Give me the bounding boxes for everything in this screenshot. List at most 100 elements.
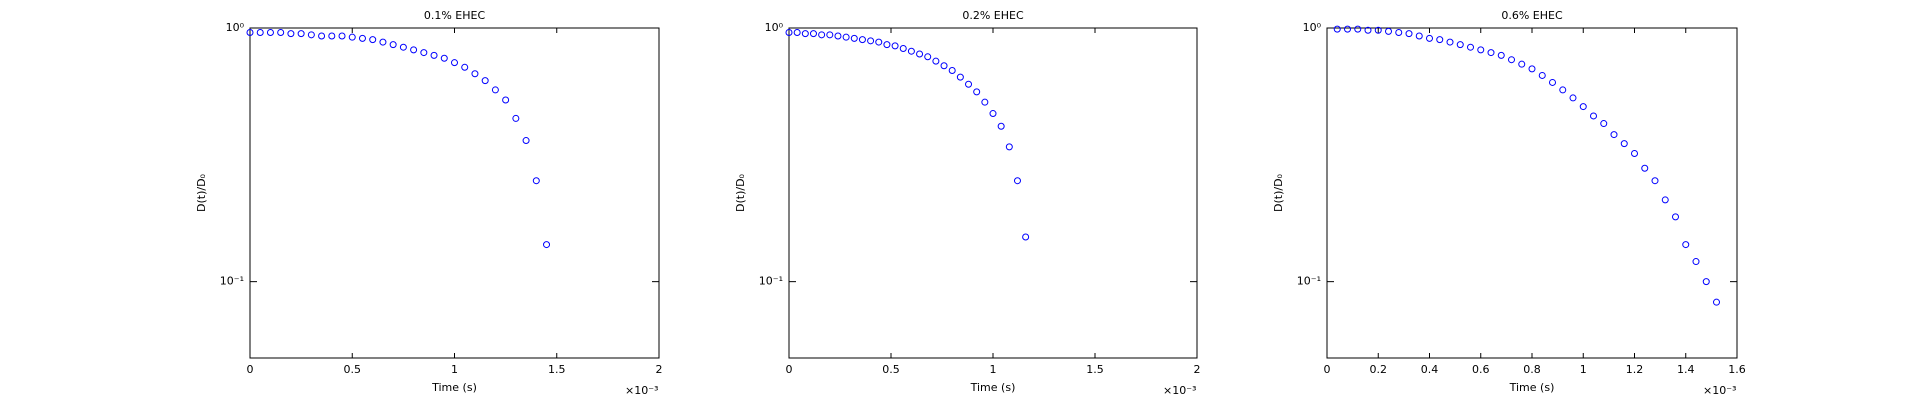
plot-area xyxy=(788,27,1198,359)
x-tick-label: 1.5 xyxy=(1086,363,1104,376)
data-point xyxy=(1538,71,1546,79)
data-point xyxy=(1610,131,1618,139)
data-point xyxy=(834,32,842,40)
data-point xyxy=(1436,36,1444,44)
data-point xyxy=(318,32,326,40)
data-point xyxy=(420,49,428,57)
x-axis-label: Time (s) xyxy=(431,381,477,394)
data-point xyxy=(522,137,530,145)
data-point xyxy=(932,57,940,65)
data-point xyxy=(389,41,397,49)
data-point xyxy=(532,177,540,185)
data-point xyxy=(801,30,809,38)
x-tick-label: 0.5 xyxy=(344,363,362,376)
data-point xyxy=(297,30,305,38)
x-tick-label: 0 xyxy=(786,363,793,376)
y-axis-label: D(t)/D₀ xyxy=(195,173,208,212)
data-point xyxy=(1013,177,1021,185)
data-point xyxy=(1508,56,1515,64)
y-tick-label: 10⁻¹ xyxy=(220,275,244,288)
x-tick-label: 2 xyxy=(656,363,663,376)
data-point xyxy=(277,28,285,36)
data-point xyxy=(461,63,469,71)
data-point xyxy=(399,43,407,51)
data-point xyxy=(266,28,274,36)
x-tick-label: 1.2 xyxy=(1626,363,1644,376)
data-point xyxy=(1395,28,1403,36)
y-tick-label: 10⁰ xyxy=(765,21,784,34)
data-point xyxy=(1692,258,1700,266)
x-tick-label: 0.2 xyxy=(1370,363,1388,376)
data-point xyxy=(1569,94,1577,102)
x-scale-label: ×10⁻³ xyxy=(1703,384,1736,397)
data-point xyxy=(989,110,997,118)
y-tick-label: 10⁻¹ xyxy=(1297,275,1321,288)
data-point xyxy=(1579,103,1587,111)
x-tick-label: 1.5 xyxy=(548,363,566,376)
data-point xyxy=(826,31,834,39)
data-point xyxy=(1528,65,1536,73)
data-point xyxy=(1559,86,1567,94)
x-axis-label: Time (s) xyxy=(1509,381,1555,394)
x-tick-label: 0.4 xyxy=(1421,363,1439,376)
data-point xyxy=(924,53,932,61)
data-point xyxy=(1344,25,1351,33)
x-tick-label: 0.5 xyxy=(882,363,900,376)
data-point xyxy=(451,59,458,67)
data-point xyxy=(1487,49,1495,57)
data-point xyxy=(358,34,366,42)
data-point xyxy=(1456,41,1464,49)
data-point xyxy=(1405,30,1413,38)
data-point xyxy=(948,66,956,74)
data-point xyxy=(410,46,418,54)
data-point xyxy=(1497,51,1505,59)
data-point xyxy=(543,241,551,249)
y-tick-label: 10⁻¹ xyxy=(759,275,783,288)
data-point xyxy=(1651,177,1659,185)
x-scale-label: ×10⁻³ xyxy=(625,384,658,397)
data-point xyxy=(502,96,510,104)
y-tick-label: 10⁰ xyxy=(1303,21,1322,34)
data-point xyxy=(785,28,793,36)
data-point xyxy=(512,114,520,122)
data-point xyxy=(1477,46,1485,54)
data-point xyxy=(875,38,883,46)
data-point xyxy=(1426,34,1433,42)
data-point xyxy=(1661,196,1669,204)
data-point xyxy=(328,32,336,40)
data-point xyxy=(1518,60,1526,68)
data-point xyxy=(307,31,315,39)
data-point xyxy=(916,50,924,58)
data-point xyxy=(1600,120,1608,128)
x-tick-label: 0.8 xyxy=(1523,363,1541,376)
data-point xyxy=(369,36,377,44)
data-point xyxy=(481,77,489,85)
data-point xyxy=(246,28,254,36)
data-point xyxy=(956,73,964,81)
data-point xyxy=(440,54,448,62)
data-point xyxy=(997,122,1005,130)
data-point xyxy=(1549,78,1556,86)
data-point xyxy=(256,28,264,36)
data-point xyxy=(491,86,499,94)
data-point xyxy=(1702,278,1710,286)
data-point xyxy=(1713,298,1720,306)
data-point xyxy=(1590,112,1597,120)
data-point xyxy=(471,70,479,78)
data-point xyxy=(842,33,850,41)
x-tick-label: 1.6 xyxy=(1728,363,1746,376)
data-point xyxy=(379,38,387,46)
y-axis-label: D(t)/D₀ xyxy=(734,173,747,212)
data-point xyxy=(793,28,801,36)
data-point xyxy=(287,30,295,38)
plot-area xyxy=(249,27,660,359)
data-point xyxy=(348,33,356,41)
data-point xyxy=(430,51,438,59)
data-point xyxy=(1364,26,1372,34)
x-tick-label: 1 xyxy=(990,363,997,376)
data-point xyxy=(1631,150,1638,158)
y-axis-label: D(t)/D₀ xyxy=(1272,173,1285,212)
plot-area xyxy=(1326,27,1738,359)
y-tick-label: 10⁰ xyxy=(226,21,245,34)
